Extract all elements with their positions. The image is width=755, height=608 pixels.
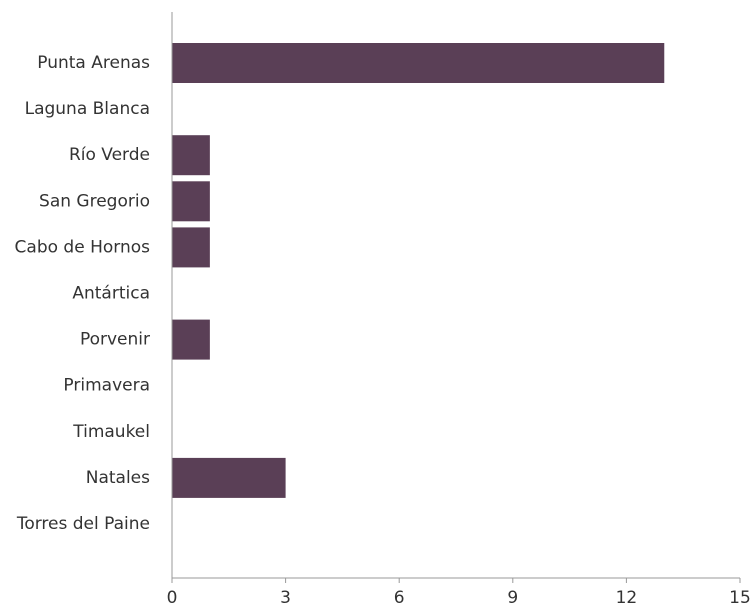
x-tick-label: 6 bbox=[394, 588, 405, 608]
bar bbox=[172, 457, 286, 498]
x-tick-label: 3 bbox=[280, 588, 291, 608]
y-tick-label: Río Verde bbox=[69, 145, 150, 165]
y-tick-label: Laguna Blanca bbox=[25, 99, 150, 119]
x-tick-label: 0 bbox=[167, 588, 178, 608]
x-tick-label: 12 bbox=[616, 588, 638, 608]
y-tick-label: Timaukel bbox=[72, 422, 150, 442]
y-tick-label: Torres del Paine bbox=[16, 514, 150, 534]
bar bbox=[172, 319, 210, 360]
x-tick-label: 15 bbox=[729, 588, 751, 608]
bar bbox=[172, 43, 665, 83]
y-tick-label: San Gregorio bbox=[39, 191, 150, 211]
y-tick-label: Primavera bbox=[63, 376, 150, 396]
y-tick-label: Punta Arenas bbox=[37, 53, 150, 73]
x-tick-label: 9 bbox=[507, 588, 518, 608]
y-tick-label: Antártica bbox=[72, 284, 150, 304]
y-tick-label: Cabo de Hornos bbox=[15, 237, 151, 257]
bar bbox=[172, 135, 210, 176]
y-tick-label: Natales bbox=[86, 468, 150, 488]
y-tick-label: Porvenir bbox=[80, 330, 150, 350]
bar bbox=[172, 227, 210, 268]
bar bbox=[172, 181, 210, 222]
